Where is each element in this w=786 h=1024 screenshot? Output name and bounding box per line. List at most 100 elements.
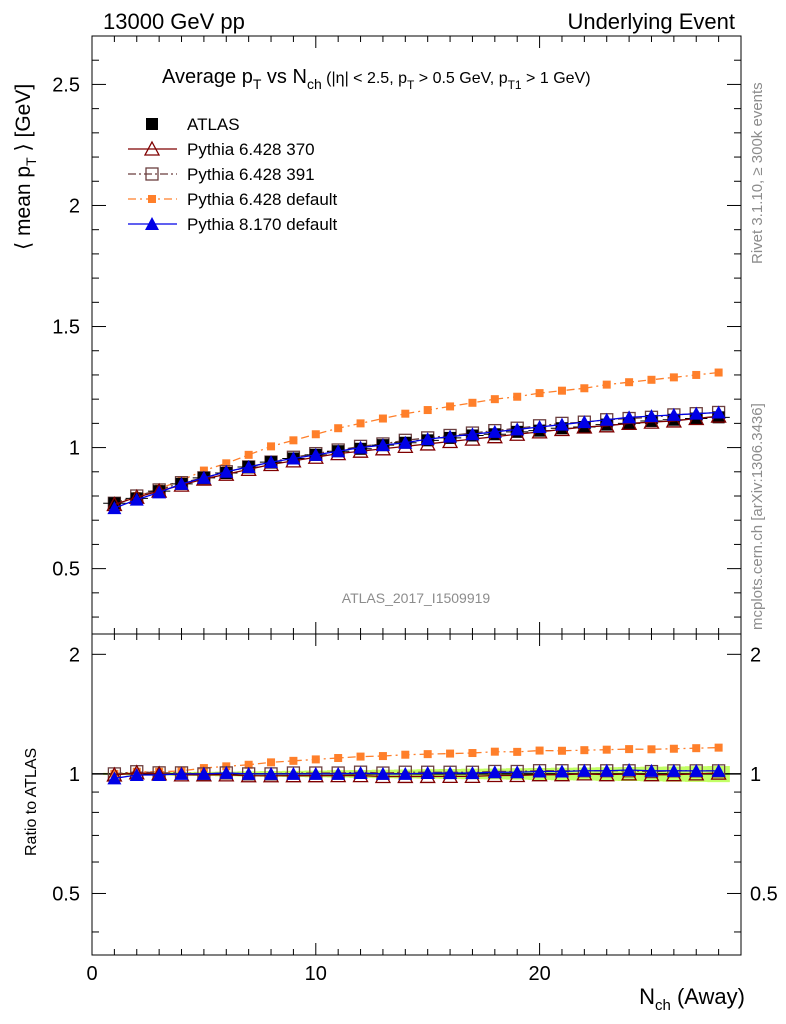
ratio-line-p8_default [114,769,719,780]
ratio-point [375,766,390,780]
legend-label: Pythia 8.170 default [187,215,338,234]
data-point [513,392,522,401]
ratio-point [311,755,320,764]
header-right: Underlying Event [567,9,735,34]
data-point [222,459,231,468]
data-point [510,422,525,436]
legend-item-p6_370: Pythia 6.428 370 [128,140,315,159]
main-axes: 0.5 1 1.5 2 2.5 [52,35,742,634]
data-point [264,455,279,469]
ratio-point [644,763,659,777]
data-point [669,373,678,382]
data-point [711,405,726,419]
ratio-point [446,749,455,758]
ratio-axes: 0.5 0.5 1 1 2 2 [52,634,778,955]
data-point [331,444,346,458]
data-point [199,466,208,475]
data-point [174,476,189,490]
main-panel: 0.5 1 1.5 2 2.5 [52,35,742,635]
data-point [375,438,390,452]
ratio-point [625,745,634,754]
legend-item-p6_default: Pythia 6.428 default [128,190,338,209]
ratio-point [107,771,122,785]
data-point [465,427,480,441]
ratio-series [106,743,727,785]
data-point [580,384,589,393]
data-point [423,406,432,415]
ratio-point [711,763,726,777]
data-point [602,380,611,389]
ratio-point [264,766,279,780]
ratio-point [331,766,346,780]
legend-label: Pythia 6.428 370 [187,140,315,159]
ratio-y-tick-label: 1 [69,764,80,786]
ratio-y-tick-label: 0.5 [52,883,80,905]
data-point [468,398,477,407]
ratio-y-tick-label-right: 1 [750,764,761,786]
data-point [420,432,435,446]
legend-marker [148,195,156,203]
x-axis-label: Nch (Away) [639,984,745,1014]
ratio-point [490,747,499,756]
legend-label: ATLAS [187,115,240,134]
analysis-watermark: ATLAS_2017_I1509919 [342,590,491,606]
ratio-point [532,764,547,778]
data-point [107,501,122,515]
legend-item-p8_default: Pythia 8.170 default [128,215,338,234]
data-point [286,451,301,465]
data-point [219,464,234,478]
x-tick-label: 20 [528,963,550,985]
data-point [244,450,253,459]
data-point [577,415,592,429]
ratio-point [602,745,611,754]
ratio-point [356,752,365,761]
legend: ATLAS Pythia 6.428 370 Pythia 6.428 391 Pyt… [128,115,338,234]
series-p6_default [110,368,723,508]
legend-marker [143,140,161,156]
ratio-point [443,766,458,780]
data-point [356,419,365,428]
data-point [487,424,502,438]
legend-label: Pythia 6.428 default [187,190,338,209]
data-point [554,417,569,431]
x-tick-labels: 0 10 20 [86,963,550,985]
data-point [311,430,320,439]
ratio-point [557,746,566,755]
data-point [267,442,276,451]
ratio-point [487,765,502,779]
data-point [308,447,323,461]
ratio-point [689,763,704,777]
ratio-point [465,766,480,780]
series-p6_370 [106,407,727,512]
x-tick-label: 0 [86,963,97,985]
data-point [446,402,455,411]
y-tick-label: 0.5 [52,559,80,581]
ratio-y-tick-label-right: 2 [750,644,761,666]
data-point [625,378,634,387]
ratio-point [378,752,387,761]
data-point [692,370,701,379]
data-point [378,414,387,423]
ratio-point [398,766,413,780]
series-line-p6_370 [114,415,719,506]
mcplots-label: mcplots.cern.ch [arXiv:1306.3436] [749,403,766,630]
series-p8_default [107,405,726,515]
ratio-point [468,749,477,758]
ratio-point [577,763,592,777]
data-point [490,395,499,404]
ratio-point [241,766,256,780]
y-tick-label: 1.5 [52,317,80,339]
ratio-point [510,765,525,779]
legend-marker [145,167,159,181]
ratio-point [353,766,368,780]
data-point [353,440,368,454]
y-axis-label: ⟨ mean pT ⟩ [GeV] [12,84,39,250]
data-point [152,485,167,499]
ratio-point [267,758,276,767]
ratio-point [196,766,211,780]
ratio-line-p6_default [114,746,719,775]
x-tick-label: 10 [305,963,327,985]
data-point [622,410,637,424]
ratio-point [692,744,701,753]
